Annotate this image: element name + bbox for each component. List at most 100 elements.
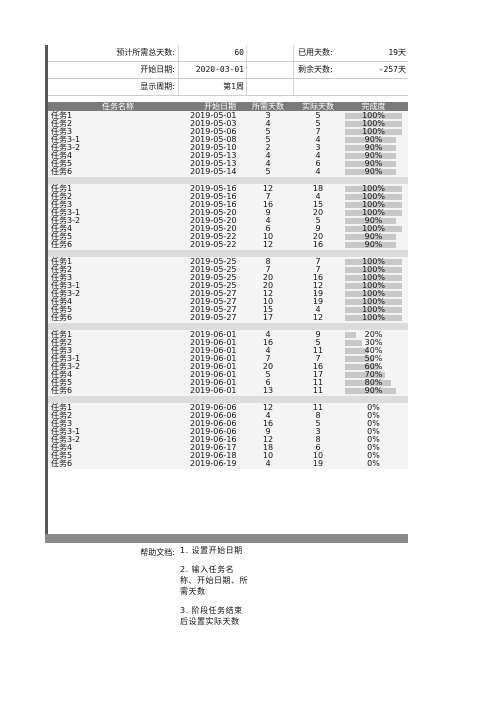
task-actual-days: 7 — [315, 265, 321, 274]
progress-cell: 100% — [345, 112, 402, 120]
table-row[interactable]: 任务1 2019-05-01 3 5 100% — [48, 112, 408, 120]
task-start-date: 2019-06-17 — [190, 443, 237, 452]
progress-cell: 100% — [345, 185, 402, 193]
progress-value: 100% — [362, 224, 385, 233]
progress-cell: 90% — [345, 168, 402, 176]
task-need-days: 4 — [265, 159, 271, 168]
progress-bar — [345, 364, 379, 370]
progress-bar — [345, 145, 396, 151]
task-actual-days: 15 — [312, 200, 324, 209]
progress-bar — [345, 226, 402, 232]
start-date-value[interactable]: 2020-03-01 — [195, 65, 244, 74]
task-start-date: 2019-05-16 — [190, 184, 237, 193]
table-row[interactable]: 任务1 2019-05-16 12 18 100% — [48, 185, 408, 193]
task-need-days: 13 — [262, 386, 274, 395]
task-start-date: 2019-05-20 — [190, 208, 237, 217]
progress-value: 60% — [364, 362, 383, 371]
table-row[interactable]: 任务4 2019-06-01 5 17 70% — [48, 371, 408, 379]
table-row[interactable]: 任务5 2019-05-22 10 20 90% — [48, 233, 408, 241]
table-row[interactable]: 任务4 2019-06-17 18 6 0% — [48, 444, 408, 452]
task-actual-days: 4 — [315, 192, 321, 201]
table-row[interactable]: 任务3-2 2019-06-01 20 16 60% — [48, 363, 408, 371]
progress-cell: 100% — [345, 298, 402, 306]
task-name: 任务3-1 — [51, 281, 81, 290]
table-row[interactable]: 任务6 2019-05-22 12 16 90% — [48, 241, 408, 249]
table-row[interactable]: 任务4 2019-05-27 10 19 100% — [48, 298, 408, 306]
table-row[interactable]: 任务1 2019-06-06 12 11 0% — [48, 404, 408, 412]
task-need-days: 15 — [262, 305, 274, 314]
progress-value: 100% — [362, 297, 385, 306]
task-name: 任务3-2 — [51, 289, 81, 298]
task-actual-days: 7 — [315, 127, 321, 136]
task-start-date: 2019-06-18 — [190, 451, 237, 460]
total-days-value[interactable]: 60 — [234, 48, 244, 57]
task-need-days: 2 — [265, 143, 271, 152]
table-row[interactable]: 任务4 2019-05-13 4 4 90% — [48, 152, 408, 160]
table-row[interactable]: 任务3 2019-05-06 5 7 100% — [48, 128, 408, 136]
task-name: 任务4 — [51, 297, 73, 306]
table-row[interactable]: 任务1 2019-05-25 8 7 100% — [48, 258, 408, 266]
table-row[interactable]: 任务3-1 2019-05-25 20 12 100% — [48, 282, 408, 290]
progress-cell: 100% — [345, 314, 402, 322]
progress-bar — [345, 218, 396, 224]
task-actual-days: 16 — [312, 273, 324, 282]
task-actual-days: 4 — [315, 151, 321, 160]
period-value[interactable]: 第1周 — [223, 82, 244, 91]
table-row[interactable]: 任务5 2019-06-01 6 11 80% — [48, 379, 408, 387]
task-start-date: 2019-06-01 — [190, 354, 237, 363]
table-row[interactable]: 任务2 2019-05-25 7 7 100% — [48, 266, 408, 274]
task-actual-days: 10 — [312, 451, 324, 460]
table-row[interactable]: 任务5 2019-05-27 15 4 100% — [48, 306, 408, 314]
progress-cell: 30% — [345, 339, 402, 347]
table-row[interactable]: 任务3 2019-06-01 4 11 40% — [48, 347, 408, 355]
table-footer-bar — [45, 534, 408, 543]
task-name: 任务5 — [51, 159, 73, 168]
table-row[interactable]: 任务3 2019-05-25 20 16 100% — [48, 274, 408, 282]
table-row[interactable]: 任务3-2 2019-06-16 12 8 0% — [48, 436, 408, 444]
task-actual-days: 7 — [315, 354, 321, 363]
task-start-date: 2019-05-25 — [190, 281, 237, 290]
progress-cell: 80% — [345, 379, 402, 387]
table-row[interactable]: 任务5 2019-06-18 10 10 0% — [48, 452, 408, 460]
table-row[interactable]: 任务3-2 2019-05-20 4 5 90% — [48, 217, 408, 225]
task-name: 任务3 — [51, 200, 73, 209]
task-start-date: 2019-05-25 — [190, 257, 237, 266]
table-row[interactable]: 任务6 2019-05-14 5 4 90% — [48, 168, 408, 176]
table-row[interactable]: 任务2 2019-05-16 7 4 100% — [48, 193, 408, 201]
table-row[interactable]: 任务2 2019-05-03 4 5 100% — [48, 120, 408, 128]
progress-cell: 90% — [345, 144, 402, 152]
table-row[interactable]: 任务2 2019-06-06 4 8 0% — [48, 412, 408, 420]
task-start-date: 2019-05-08 — [190, 135, 237, 144]
table-row[interactable]: 任务3-1 2019-05-08 5 4 90% — [48, 136, 408, 144]
progress-value: 0% — [367, 427, 380, 436]
progress-cell: 100% — [345, 266, 402, 274]
progress-value: 50% — [364, 354, 383, 363]
table-row[interactable]: 任务3-2 2019-05-27 12 19 100% — [48, 290, 408, 298]
table-row[interactable]: 任务3-1 2019-06-01 7 7 50% — [48, 355, 408, 363]
task-name: 任务3 — [51, 127, 73, 136]
table-row[interactable]: 任务6 2019-05-27 17 12 100% — [48, 314, 408, 322]
table-row[interactable]: 任务6 2019-06-01 13 11 90% — [48, 387, 408, 395]
table-row[interactable]: 任务3-2 2019-05-10 2 3 90% — [48, 144, 408, 152]
progress-cell: 90% — [345, 233, 402, 241]
progress-bar — [345, 332, 356, 338]
table-row[interactable]: 任务3-1 2019-06-06 9 3 0% — [48, 428, 408, 436]
table-row[interactable]: 任务5 2019-05-13 4 6 90% — [48, 160, 408, 168]
progress-bar — [345, 307, 402, 313]
table-row[interactable]: 任务2 2019-06-01 16 5 30% — [48, 339, 408, 347]
table-row[interactable]: 任务3 2019-05-16 16 15 100% — [48, 201, 408, 209]
table-row[interactable]: 任务1 2019-06-01 4 9 20% — [48, 331, 408, 339]
task-name: 任务3-1 — [51, 427, 81, 436]
task-name: 任务6 — [51, 240, 73, 249]
table-row[interactable]: 任务4 2019-05-20 6 9 100% — [48, 225, 408, 233]
table-row[interactable]: 任务3-1 2019-05-20 9 20 100% — [48, 209, 408, 217]
task-need-days: 5 — [265, 135, 271, 144]
table-row[interactable]: 任务6 2019-06-19 4 19 0% — [48, 460, 408, 468]
task-name: 任务3 — [51, 346, 73, 355]
task-need-days: 12 — [262, 403, 274, 412]
task-start-date: 2019-06-01 — [190, 378, 237, 387]
progress-value: 100% — [362, 305, 385, 314]
task-start-date: 2019-05-27 — [190, 289, 237, 298]
table-row[interactable]: 任务3 2019-06-06 16 5 0% — [48, 420, 408, 428]
task-start-date: 2019-06-06 — [190, 427, 237, 436]
